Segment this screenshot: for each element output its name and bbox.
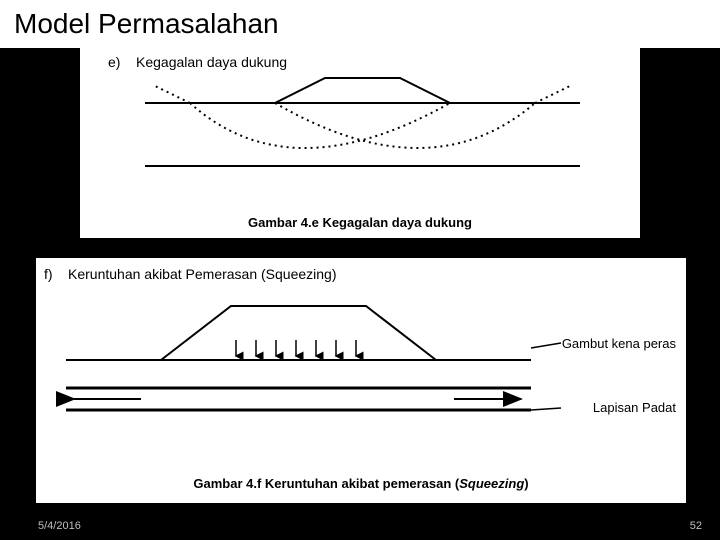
annotation-lapisan: Lapisan Padat — [593, 400, 676, 415]
slide-title: Model Permasalahan — [14, 8, 279, 40]
figure-f-caption: Gambar 4.f Keruntuhan akibat pemerasan (… — [36, 476, 686, 491]
figure-f-svg — [36, 258, 686, 468]
figure-e-letter: e) — [108, 54, 120, 70]
figure-e-subtitle: Kegagalan daya dukung — [136, 54, 287, 70]
figure-e-caption: Gambar 4.e Kegagalan daya dukung — [80, 215, 640, 230]
annotation-gambut: Gambut kena peras — [562, 336, 676, 351]
footer-date: 5/4/2016 — [38, 520, 81, 532]
figure-e-svg — [80, 48, 640, 208]
figure-f-caption-suffix: ) — [524, 476, 528, 491]
figure-f-caption-prefix: Gambar 4.f Keruntuhan akibat pemerasan ( — [193, 476, 459, 491]
figure-f-caption-italic: Squeezing — [459, 476, 524, 491]
footer-page-number: 52 — [690, 520, 702, 532]
figure-f-subtitle: Keruntuhan akibat Pemerasan (Squeezing) — [68, 266, 337, 282]
figure-e-panel: e) Kegagalan daya dukung Gambar 4.e Kega… — [80, 48, 640, 238]
figure-f-panel: f) Keruntuhan akibat Pemerasan (Squeezin… — [36, 258, 686, 503]
figure-f-letter: f) — [44, 266, 53, 282]
